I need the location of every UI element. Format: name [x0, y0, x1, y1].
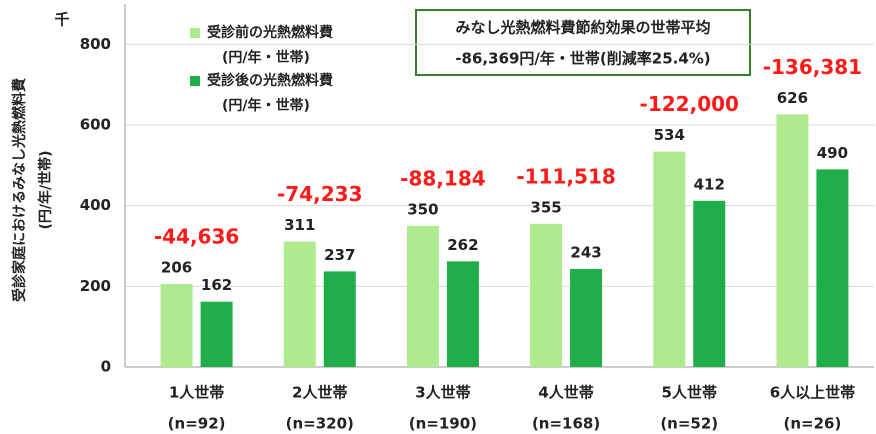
value-label: 534	[654, 126, 685, 144]
x-tick-sublabel: (n=26)	[783, 415, 841, 433]
y-tick-label: 800	[80, 35, 111, 53]
value-label: 243	[570, 243, 601, 261]
y-tick-label: 0	[101, 358, 111, 376]
value-label: 311	[284, 216, 315, 234]
annotation: -88,184	[400, 166, 485, 190]
legend-label: 受診前の光熱燃料費	[207, 24, 333, 41]
y-unit: 千	[54, 11, 69, 29]
x-tick-label: 5人世帯	[662, 384, 717, 402]
summary-text: -86,369円/年・世帯(削減率25.4%)	[455, 50, 710, 68]
value-label: 626	[777, 89, 808, 107]
bar	[693, 200, 726, 367]
bar	[446, 261, 479, 367]
legend-label: 受診後の光熱燃料費	[207, 72, 333, 89]
y-axis-title: 受診家庭におけるみなし光熱燃料費	[11, 78, 28, 302]
x-tick-label: 1人世帯	[169, 384, 224, 402]
value-label: 237	[324, 246, 355, 264]
y-tick-label: 600	[80, 116, 111, 134]
x-tick-label: 3人世帯	[415, 384, 470, 402]
x-tick-sublabel: (n=92)	[168, 415, 226, 433]
annotation: -136,381	[763, 55, 862, 79]
x-tick-label: 6人以上世帯	[770, 384, 855, 402]
bar	[160, 283, 193, 367]
legend-unit: (円/年・世帯)	[222, 49, 310, 66]
y-axis-title: (円/年/世帯)	[37, 150, 54, 229]
summary-box	[415, 9, 751, 76]
x-tick-sublabel: (n=190)	[409, 415, 477, 433]
legend-swatch	[190, 28, 200, 38]
x-tick-sublabel: (n=168)	[532, 415, 600, 433]
bar	[776, 114, 809, 367]
annotation: -74,233	[277, 182, 362, 206]
bar	[530, 223, 563, 367]
value-label: 412	[694, 175, 725, 193]
legend-swatch	[190, 76, 200, 86]
bar	[653, 151, 686, 367]
value-label: 206	[161, 258, 192, 276]
summary-text: みなし光熱燃料費節約効果の世帯平均	[455, 19, 710, 37]
x-tick-sublabel: (n=320)	[286, 415, 354, 433]
bar	[570, 268, 603, 367]
annotation: -122,000	[640, 92, 739, 116]
bar	[816, 169, 849, 367]
y-tick-label: 400	[80, 196, 111, 214]
x-tick-label: 4人世帯	[538, 384, 593, 402]
annotation: -111,518	[516, 164, 615, 188]
x-tick-sublabel: (n=52)	[660, 415, 718, 433]
bar	[323, 271, 356, 367]
value-label: 490	[817, 144, 848, 162]
annotation: -44,636	[154, 224, 239, 248]
legend-unit: (円/年・世帯)	[222, 97, 310, 114]
bar	[406, 225, 439, 367]
value-label: 162	[201, 276, 232, 294]
value-label: 350	[407, 200, 438, 218]
x-tick-label: 2人世帯	[292, 384, 347, 402]
bar	[200, 301, 233, 367]
value-label: 262	[447, 236, 478, 254]
y-tick-label: 200	[80, 277, 111, 295]
bar	[283, 241, 316, 367]
value-label: 355	[530, 198, 561, 216]
